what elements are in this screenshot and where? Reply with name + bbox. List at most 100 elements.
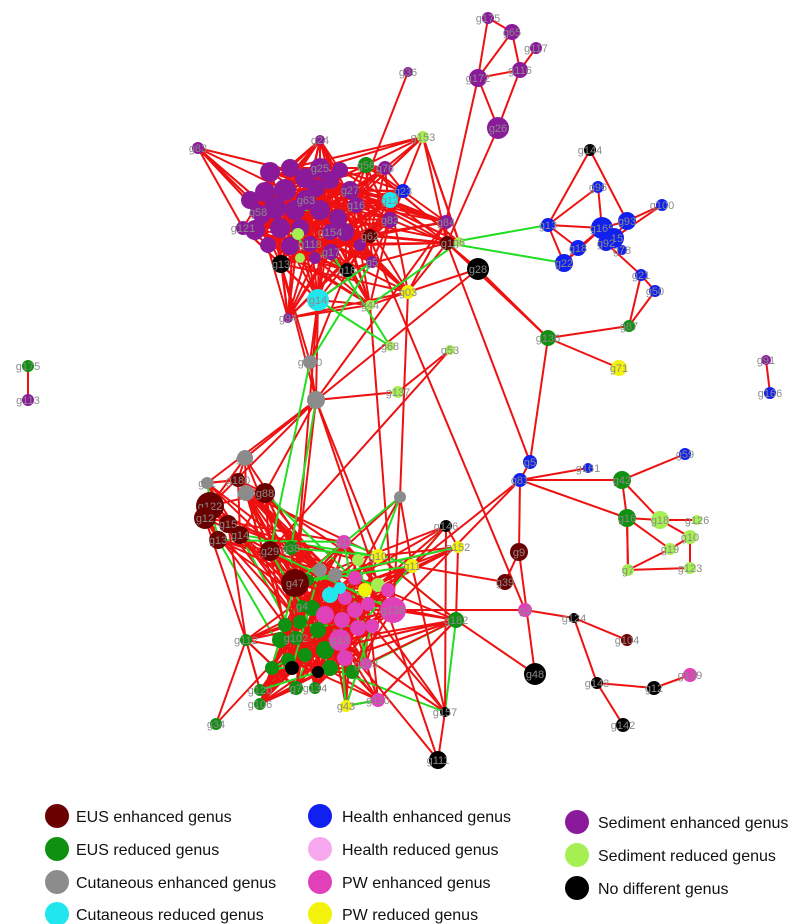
graph-node-g24: g24 — [311, 135, 329, 147]
graph-node-g5b: g5 — [523, 455, 537, 469]
positive-edge — [621, 453, 686, 481]
node-circle — [555, 254, 573, 272]
node-circle — [598, 235, 614, 251]
node-label: g100 — [650, 200, 674, 212]
node-label: g116 — [508, 65, 532, 77]
graph-node-g59: g59 — [676, 448, 694, 461]
positive-edge — [365, 603, 369, 665]
graph-node-g62: g62 — [361, 229, 379, 243]
graph-node — [309, 252, 321, 264]
legend-swatch — [45, 870, 69, 894]
graph-node-g44: g44 — [361, 300, 379, 312]
positive-edge — [377, 525, 447, 586]
graph-node-g27: g27 — [341, 181, 359, 199]
positive-edge — [339, 639, 379, 701]
node-circle — [307, 391, 325, 409]
legend-item: Sediment enhanced genus — [565, 810, 788, 834]
legend-label: Cutaneous reduced genus — [76, 907, 264, 924]
positive-edge — [547, 186, 599, 226]
node-label: g11 — [198, 478, 216, 490]
node-circle — [623, 320, 635, 332]
legend-label: PW enhanced genus — [342, 875, 491, 892]
node-circle — [761, 355, 771, 365]
node-label: g53 — [441, 345, 459, 357]
legend-item: Cutaneous reduced genus — [45, 902, 264, 924]
positive-edge — [295, 607, 313, 689]
node-label: g22 — [555, 258, 573, 270]
node-circle — [647, 681, 661, 695]
node-label: g111 — [427, 755, 450, 767]
node-label: g62 — [361, 231, 379, 243]
node-label: g126 — [685, 515, 709, 527]
graph-node-g126: g126 — [685, 515, 709, 527]
node-label: g21 — [632, 270, 650, 282]
graph-node — [336, 223, 354, 241]
graph-node — [292, 228, 304, 240]
graph-node — [312, 666, 324, 678]
graph-node-g134: g134 — [303, 682, 327, 695]
graph-node-g13b: g13 — [539, 218, 557, 232]
node-circle — [497, 574, 513, 590]
node-label: g7 — [290, 683, 302, 695]
graph-node — [310, 622, 326, 638]
graph-node-g93: g93 — [618, 212, 636, 230]
negative-edge — [269, 361, 311, 552]
node-label: g112 — [234, 635, 258, 647]
graph-node-g120: g120 — [248, 684, 272, 697]
graph-node-g68: g68 — [381, 341, 399, 353]
positive-edge — [315, 221, 447, 401]
graph-node-g154: g154 — [318, 224, 342, 240]
node-label: g182 — [444, 615, 468, 627]
node-circle — [440, 236, 454, 250]
node-label: g152 — [446, 542, 470, 554]
graph-node-g104: g104 — [615, 634, 639, 647]
node-circle — [363, 229, 377, 243]
graph-node-g137: g137 — [386, 386, 410, 399]
graph-node-g117: g117 — [524, 42, 548, 55]
node-label: g172 — [466, 73, 490, 85]
graph-node-g175b: g175 — [16, 360, 40, 373]
node-circle — [611, 360, 627, 376]
graph-node-g63: g63 — [296, 190, 316, 210]
positive-edge — [315, 391, 399, 401]
graph-node-g4: g4 — [296, 600, 308, 613]
node-label: g50 — [646, 286, 664, 298]
graph-node-g143: g143 — [585, 677, 609, 690]
positive-edge — [446, 127, 499, 244]
node-circle — [454, 237, 464, 247]
node-circle — [635, 269, 647, 281]
node-circle — [237, 450, 253, 466]
graph-node — [313, 563, 327, 577]
positive-edge — [422, 136, 460, 243]
graph-node — [245, 220, 265, 240]
node-circle — [487, 117, 509, 139]
graph-node-g103: g103 — [354, 658, 378, 671]
positive-edge — [355, 204, 409, 293]
positive-edge — [315, 399, 379, 557]
negative-edge — [317, 299, 391, 347]
node-circle — [592, 181, 604, 193]
node-label: g12 — [645, 683, 663, 695]
node-circle — [512, 62, 528, 78]
node-circle — [340, 263, 354, 277]
node-label: g6 — [453, 237, 465, 249]
graph-node-g65: g65 — [503, 24, 521, 40]
graph-node-g7b: g7 — [289, 681, 303, 695]
positive-edge — [264, 399, 317, 494]
graph-node-g39: g39 — [496, 574, 514, 590]
positive-edge — [627, 548, 671, 571]
legend-swatch — [45, 837, 69, 861]
positive-edge — [369, 304, 394, 611]
node-label: g34 — [207, 719, 225, 731]
node-label: g7 — [622, 565, 634, 577]
legend-swatch — [308, 804, 332, 828]
node-label: g138 — [381, 605, 405, 617]
graph-node-g15b: g15 — [219, 515, 237, 533]
positive-edge — [573, 617, 598, 684]
node-circle — [684, 562, 696, 574]
positive-edge — [339, 639, 439, 761]
positive-edge — [444, 525, 447, 713]
graph-node — [381, 583, 395, 597]
graph-node-g56: g56 — [357, 157, 375, 173]
graph-node-g1: g1 — [440, 236, 454, 250]
